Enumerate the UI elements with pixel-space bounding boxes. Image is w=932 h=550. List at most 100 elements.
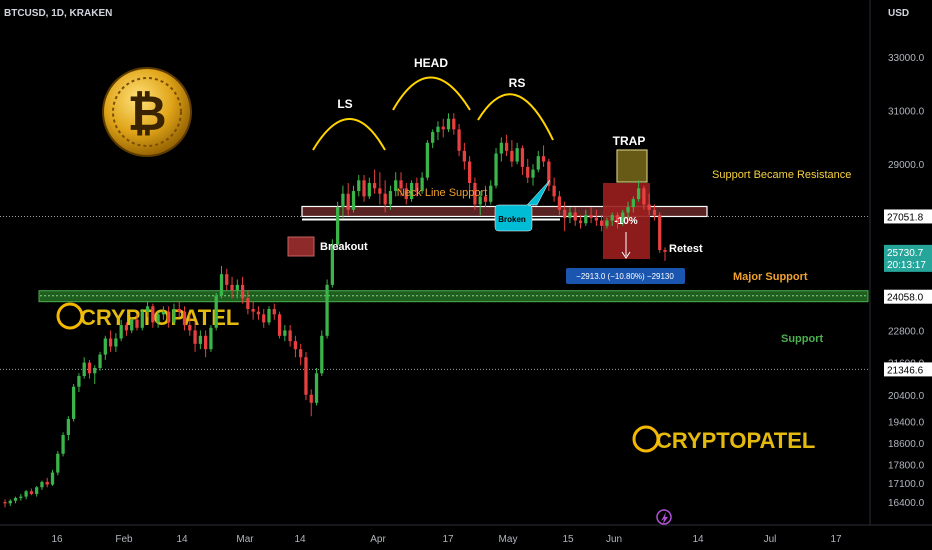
candle-body — [325, 284, 329, 336]
candle-body — [494, 153, 498, 186]
candle-body — [209, 327, 213, 350]
drop-arrow-head — [621, 251, 631, 259]
right-shoulder-arc — [477, 93, 554, 141]
candle-body — [3, 502, 7, 504]
price-level-text: 27051.8 — [887, 212, 924, 223]
candle-body — [658, 215, 662, 251]
candle-body — [246, 298, 250, 309]
candle-body — [346, 193, 350, 210]
candle-body — [299, 349, 303, 358]
candle-body — [510, 150, 514, 162]
x-tick-label: 16 — [51, 534, 63, 545]
measure-label: −2913.0 (−10.80%) −29130 — [576, 272, 674, 281]
x-tick-label: 14 — [294, 534, 306, 545]
candle-body — [119, 325, 123, 339]
candle-body — [520, 148, 525, 167]
candle-body — [357, 180, 361, 192]
candle-body — [314, 373, 319, 403]
candle-body — [256, 311, 261, 315]
candle-body — [219, 274, 224, 296]
coin-inner-ring — [112, 77, 182, 147]
y-tick-label: 17100.0 — [888, 479, 925, 490]
price-level-tag — [884, 209, 932, 224]
head-label: HEAD — [414, 56, 448, 70]
candle-body — [362, 180, 366, 197]
y-tick-label: 17800.0 — [888, 460, 925, 471]
candle-body — [140, 311, 144, 328]
candle-body — [262, 314, 266, 323]
candle-body — [441, 126, 445, 130]
broken-callout-bubble — [494, 179, 551, 232]
candle-body — [283, 330, 287, 336]
candle-body — [103, 338, 107, 355]
candle-body — [50, 472, 55, 485]
candle-body — [431, 132, 435, 143]
candle-body — [526, 166, 530, 178]
x-tick-label: 17 — [442, 534, 454, 545]
candle-body — [56, 453, 60, 473]
support-label: Support — [781, 333, 823, 345]
candle-body — [584, 215, 588, 224]
x-tick-label: Apr — [370, 534, 386, 545]
y-tick-label: 18600.0 — [888, 439, 925, 450]
candle-body — [87, 362, 92, 374]
candle-body — [404, 188, 408, 200]
candle-body — [204, 335, 208, 350]
candle-body — [214, 295, 218, 328]
brand-c-icon — [56, 302, 84, 330]
major-support-label: Major Support — [733, 271, 808, 283]
candle-body — [124, 325, 129, 331]
candle-body — [251, 308, 255, 312]
candle-body — [642, 188, 646, 205]
candle-body — [515, 148, 519, 162]
measure-tag — [566, 268, 685, 284]
candle-body — [621, 212, 625, 224]
candle-body — [288, 330, 292, 342]
candle-body — [420, 177, 424, 192]
candle-body — [267, 308, 271, 323]
coin-symbol-text: ₿ — [127, 86, 166, 142]
candle-body — [8, 500, 12, 504]
candle-body — [351, 191, 356, 210]
candle-body — [167, 311, 171, 323]
candle-body — [568, 212, 572, 218]
candle-body — [177, 308, 181, 312]
candle-body — [415, 182, 419, 192]
candle-body — [452, 118, 456, 130]
coin-outer — [102, 67, 192, 157]
candle-body — [45, 481, 49, 485]
y-tick-label: 31000.0 — [888, 107, 925, 118]
candle-body — [626, 207, 630, 213]
candle-body — [504, 142, 509, 151]
candle-body — [198, 335, 202, 344]
candle-body — [388, 191, 393, 205]
candle-body — [193, 330, 197, 344]
candle-body — [647, 204, 651, 210]
candle-body — [341, 193, 345, 208]
candle-body — [272, 308, 276, 315]
tv-logo-ring — [656, 509, 672, 525]
resistance-label: Support Became Resistance — [712, 169, 851, 181]
candle-body — [156, 314, 160, 323]
candle-body — [378, 188, 382, 194]
symbol-title: BTCUSD, 1D, KRAKEN — [4, 8, 112, 19]
breakout-box — [287, 236, 315, 257]
candle-body — [536, 156, 540, 170]
candle-body — [130, 319, 134, 331]
candle-body — [478, 196, 482, 205]
x-tick-label: 17 — [830, 534, 842, 545]
candle-body — [98, 354, 102, 368]
candle-body — [151, 306, 155, 323]
drop-percent-label: -10% — [614, 216, 637, 227]
brand-c-icon — [632, 425, 660, 453]
candle-body — [652, 209, 657, 216]
candle-body — [610, 215, 614, 221]
candle-body — [77, 376, 81, 387]
candle-body — [309, 394, 313, 403]
candle-body — [225, 274, 229, 285]
candle-body — [172, 308, 176, 323]
candle-body — [13, 497, 18, 501]
y-tick-label: 29000.0 — [888, 160, 925, 171]
candle-body — [161, 311, 166, 315]
